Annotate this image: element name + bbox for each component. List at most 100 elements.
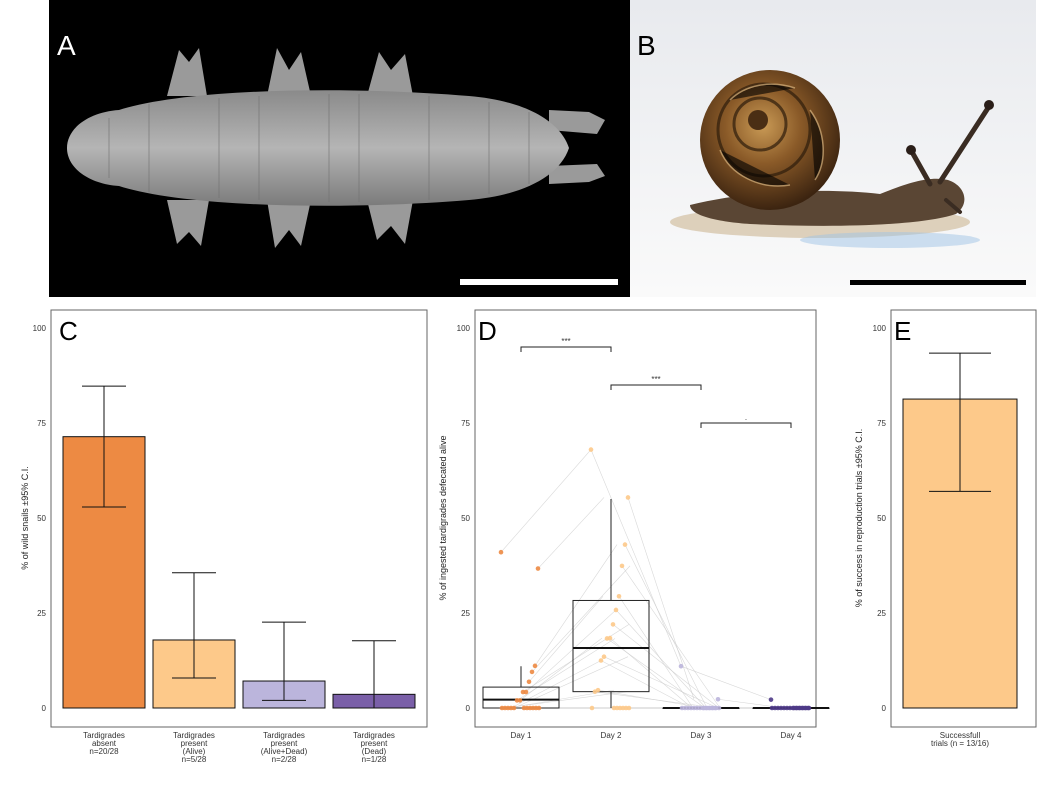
panel-d-point	[521, 705, 527, 711]
panel-d-point	[610, 622, 616, 627]
panel-letter-d: D	[478, 316, 497, 346]
scale-bar-a	[460, 279, 618, 285]
panel-d-pair-line	[627, 497, 695, 700]
panel-letter-e: E	[894, 316, 911, 346]
panel-letter-c: C	[59, 316, 78, 346]
panel-d-point	[678, 663, 684, 669]
tardigrade-legs	[167, 48, 605, 248]
panel-c-category-label: n=5/28	[182, 755, 207, 764]
panel-c-category-label: absent	[92, 739, 117, 748]
panel-c-ytick-label: 0	[42, 704, 47, 713]
panel-d-point	[701, 705, 707, 711]
panel-d-significance-label: .	[745, 413, 747, 422]
panel-d-point	[535, 566, 541, 571]
snail-illustration	[630, 0, 1036, 297]
panel-c-category-label: present	[271, 739, 298, 748]
panel-d-box	[572, 599, 650, 693]
panel-c-ytick-label: 75	[37, 419, 46, 428]
panel-d-significance-label: ***	[651, 375, 660, 384]
panel-d-point	[601, 654, 607, 659]
photo-b-snail	[630, 0, 1036, 297]
panel-d-point	[715, 696, 721, 702]
panel-e-ytick-label: 25	[877, 609, 886, 618]
panel-d-plot: 0 25 50 75 100 Day 1 Day 2 Day 3 Day 4 *** ***.	[457, 324, 830, 740]
panel-d-pair-line	[603, 656, 719, 709]
panel-c-category-label: present	[181, 739, 208, 748]
photo-a-tardigrade-sem	[49, 0, 630, 297]
panel-d-pair-line	[600, 660, 692, 709]
panel-c-ytick-label: 25	[37, 609, 46, 618]
panel-d-pair-line	[594, 691, 718, 709]
tardigrade-segments	[108, 94, 530, 202]
panel-c-category-label: Tardigrades	[173, 731, 215, 740]
panel-c-category-label: (Alive+Dead)	[261, 747, 308, 756]
panel-d-pair-line	[537, 497, 605, 569]
panel-d-point	[520, 689, 526, 695]
tardigrade-body	[67, 90, 569, 206]
tardigrade-illustration	[67, 48, 618, 285]
panel-e-category-label: Successfull	[940, 731, 981, 740]
panel-c-category-label: (Dead)	[362, 747, 387, 756]
panel-c-category-label: n=1/28	[362, 755, 387, 764]
panel-d-category-label: Day 4	[781, 731, 802, 740]
panel-d-pair-line	[531, 565, 631, 673]
panel-d-point	[532, 663, 538, 669]
panel-d-category-label: Day 1	[511, 731, 532, 740]
panel-d-pair-line	[534, 544, 618, 666]
panel-e-ytick-label: 100	[873, 324, 887, 333]
panel-d-significance-bracket	[700, 422, 792, 428]
snail-eye-stalk-right	[937, 105, 991, 185]
panel-c-category-label: Tardigrades	[83, 731, 125, 740]
panel-d-point	[613, 607, 619, 613]
panel-c-frame	[50, 309, 428, 728]
panel-d-pair-line	[612, 624, 720, 709]
panel-c-ylabel: % of wild snails ±95% C.I.	[20, 466, 30, 569]
panel-d-pair-line	[525, 609, 617, 693]
panel-d-point	[625, 495, 631, 500]
panel-d-pair-line	[615, 609, 707, 709]
panel-c-category-label: n=20/28	[89, 747, 119, 756]
panel-c-category-label: Tardigrades	[353, 731, 395, 740]
panel-d-frame	[474, 309, 817, 728]
panel-d-pair-line	[680, 665, 772, 700]
panel-d-point	[679, 705, 685, 711]
panel-d-pair-line	[621, 565, 721, 709]
panel-e-frame	[890, 309, 1037, 728]
panel-e-category-label: trials (n = 13/16)	[931, 739, 989, 748]
panel-d-pair-line	[609, 637, 693, 709]
panel-d-pair-line	[606, 638, 706, 709]
panel-d-pair-line	[500, 449, 592, 553]
panel-d-category-label: Day 2	[601, 731, 622, 740]
panel-d-point	[514, 698, 520, 703]
snail-eye-stalk-left	[909, 149, 933, 187]
panel-d-pair-line	[624, 544, 708, 709]
panel-d-point	[616, 593, 622, 599]
panel-d-ytick-label: 25	[461, 609, 470, 618]
snail-body	[690, 178, 965, 226]
panel-d-ytick-label: 100	[457, 324, 471, 333]
panel-letter-b: B	[637, 30, 656, 61]
panel-d-point	[529, 669, 535, 675]
panel-c-category-label: present	[361, 739, 388, 748]
panel-d-point	[526, 679, 532, 685]
panel-d-box	[482, 686, 560, 709]
panel-d-point	[619, 563, 625, 569]
panel-e-ylabel: % of success in reproduction trials ±95%…	[854, 429, 864, 608]
panel-d-point	[769, 705, 775, 711]
panel-d-ylabel: % of ingested tardigrades defecated aliv…	[438, 435, 448, 600]
panel-d-significance-bracket	[520, 346, 612, 352]
panel-c-plot: 0255075100Tardigradesabsentn=20/28Tardig…	[33, 324, 416, 764]
panel-d-significance-bracket	[610, 384, 702, 390]
panel-d-point	[622, 542, 628, 547]
panel-d-ytick-label: 75	[461, 419, 470, 428]
panel-d-point	[588, 447, 594, 452]
panel-d-point	[499, 705, 505, 711]
panel-d-point	[592, 689, 598, 694]
panel-d-point	[598, 658, 604, 663]
panel-c-category-label: Tardigrades	[263, 731, 305, 740]
panel-c-category-label: (Alive)	[183, 747, 206, 756]
panel-d-point	[611, 705, 617, 711]
panel-d-point	[768, 697, 774, 702]
